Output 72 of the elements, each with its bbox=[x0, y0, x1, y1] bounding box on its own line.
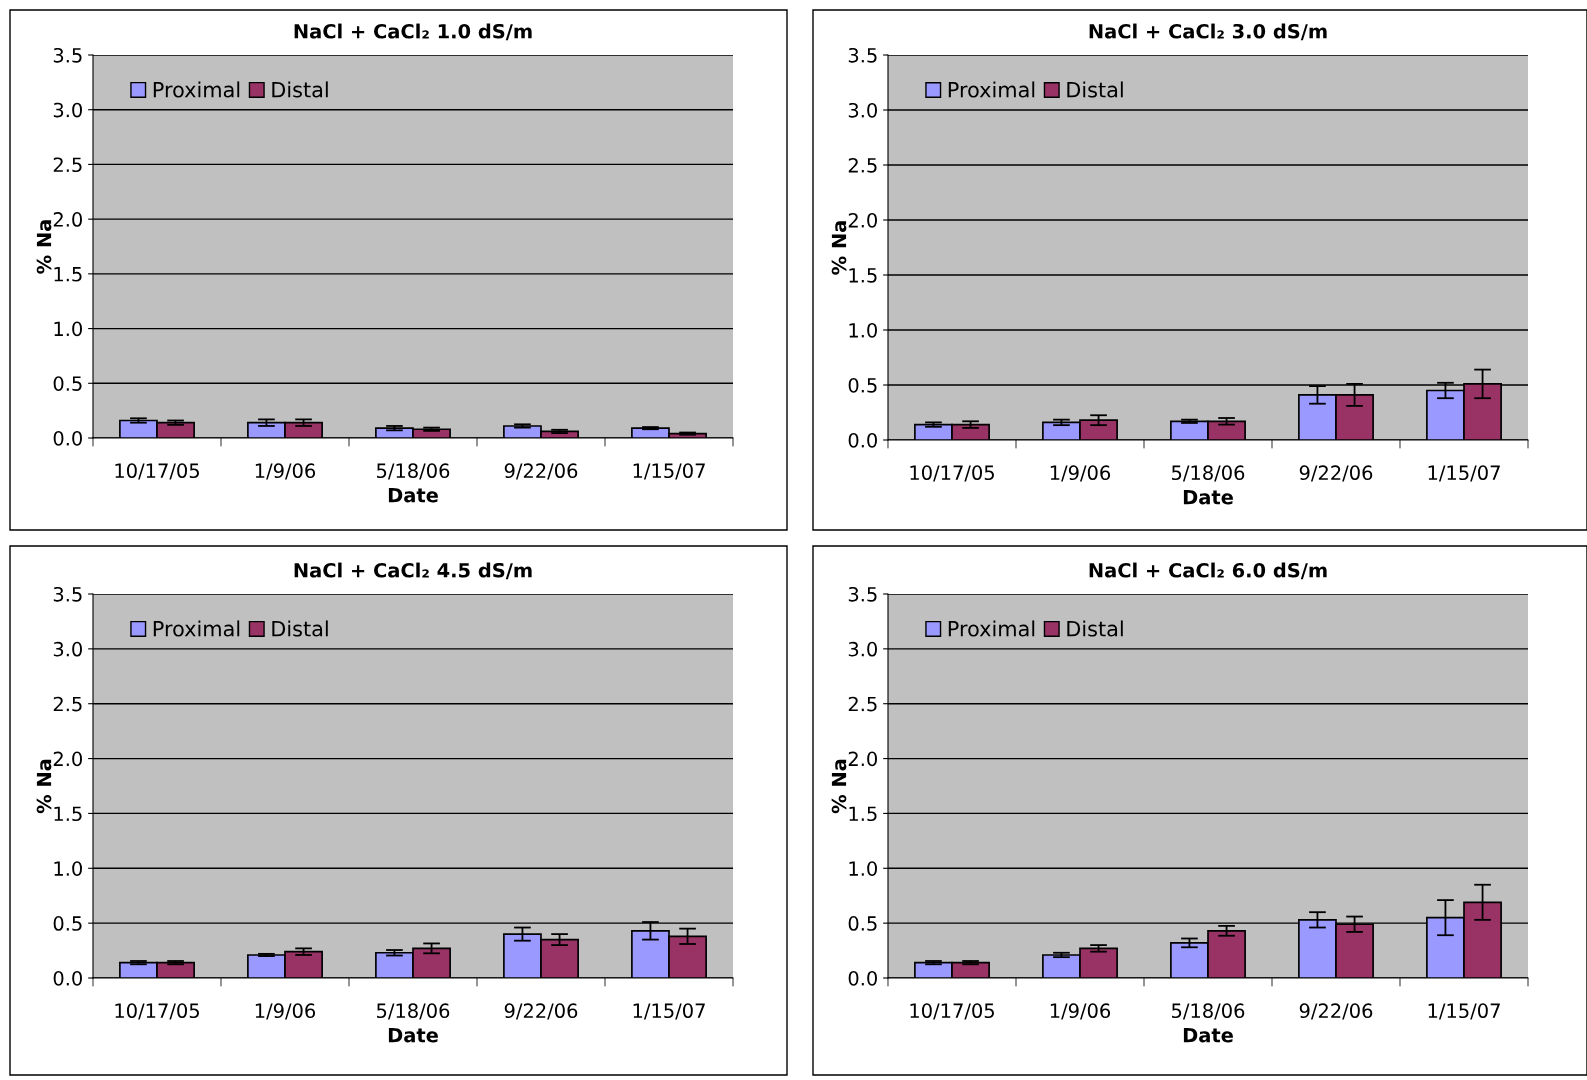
legend-label: Proximal bbox=[948, 81, 1035, 98]
chart-title: NaCl + CaCl₂ 6.0 dS/m bbox=[1089, 562, 1327, 580]
y-tick-label: 1.0 bbox=[849, 861, 877, 876]
chart-title: NaCl + CaCl₂ 1.0 dS/m bbox=[294, 23, 532, 41]
x-tick-label: 10/17/05 bbox=[910, 1003, 994, 1020]
x-axis-title: Date bbox=[1183, 1027, 1233, 1043]
legend-label: Proximal bbox=[948, 620, 1035, 637]
chart-title: NaCl + CaCl₂ 4.5 dS/m bbox=[294, 562, 532, 580]
x-tick-label: 1/9/06 bbox=[1050, 1003, 1111, 1020]
y-axis-title: % Na bbox=[831, 759, 847, 814]
y-tick-label: 1.0 bbox=[849, 322, 877, 338]
x-tick-label: 5/18/06 bbox=[1172, 465, 1245, 482]
y-tick-label: 1.5 bbox=[54, 267, 82, 282]
legend-label: Proximal bbox=[153, 81, 240, 98]
y-tick-label: 0.0 bbox=[848, 432, 877, 448]
y-tick-label: 1.5 bbox=[849, 268, 877, 283]
y-tick-label: 1.0 bbox=[54, 321, 82, 337]
legend-label: Proximal bbox=[153, 620, 240, 637]
x-tick-label: 1/9/06 bbox=[1050, 465, 1111, 482]
y-tick-label: 3.0 bbox=[53, 641, 82, 657]
y-tick-label: 2.5 bbox=[848, 696, 877, 712]
y-tick-label: 2.5 bbox=[848, 157, 877, 173]
x-tick-label: 10/17/05 bbox=[115, 1003, 199, 1020]
legend-label: Distal bbox=[272, 81, 328, 98]
y-tick-label: 2.0 bbox=[53, 212, 82, 227]
y-tick-label: 0.0 bbox=[53, 430, 82, 446]
x-tick-label: 10/17/05 bbox=[910, 465, 994, 482]
legend-label: Distal bbox=[1067, 81, 1123, 98]
x-tick-label: 1/15/07 bbox=[1428, 1003, 1500, 1020]
x-tick-label: 9/22/06 bbox=[504, 1003, 578, 1020]
y-tick-label: 2.0 bbox=[848, 212, 877, 228]
y-tick-label: 0.5 bbox=[848, 916, 877, 931]
x-tick-label: 5/18/06 bbox=[377, 1003, 450, 1020]
y-tick-label: 2.5 bbox=[53, 157, 82, 173]
legend-label: Distal bbox=[272, 620, 328, 637]
y-axis-title: % Na bbox=[36, 220, 52, 274]
y-tick-label: 2.5 bbox=[53, 696, 82, 712]
y-tick-label: 3.0 bbox=[53, 102, 82, 118]
x-tick-label: 1/15/07 bbox=[633, 1003, 705, 1020]
y-tick-label: 2.0 bbox=[848, 751, 877, 767]
x-tick-label: 5/18/06 bbox=[377, 463, 450, 480]
y-tick-label: 1.5 bbox=[54, 806, 82, 822]
y-tick-label: 3.0 bbox=[848, 102, 877, 118]
y-tick-label: 3.5 bbox=[848, 47, 877, 63]
x-axis-title: Date bbox=[1183, 489, 1233, 505]
x-tick-label: 1/9/06 bbox=[255, 463, 316, 480]
x-tick-label: 9/22/06 bbox=[504, 463, 578, 480]
y-tick-label: 3.0 bbox=[848, 641, 877, 657]
x-tick-label: 5/18/06 bbox=[1172, 1003, 1245, 1020]
x-tick-label: 9/22/06 bbox=[1299, 465, 1373, 482]
y-tick-label: 3.5 bbox=[848, 586, 877, 602]
x-tick-label: 1/15/07 bbox=[1428, 465, 1500, 482]
y-tick-label: 1.5 bbox=[849, 806, 877, 822]
y-tick-label: 3.5 bbox=[53, 47, 82, 63]
chart-title: NaCl + CaCl₂ 3.0 dS/m bbox=[1089, 23, 1327, 41]
x-tick-label: 1/9/06 bbox=[255, 1003, 316, 1020]
y-tick-label: 1.0 bbox=[54, 861, 82, 876]
y-tick-label: 0.5 bbox=[53, 376, 82, 391]
y-tick-label: 0.0 bbox=[848, 970, 877, 986]
y-tick-label: 0.5 bbox=[848, 377, 877, 393]
x-axis-title: Date bbox=[388, 1027, 438, 1043]
y-tick-label: 3.5 bbox=[53, 586, 82, 602]
x-tick-label: 1/15/07 bbox=[633, 463, 705, 480]
x-axis-title: Date bbox=[388, 487, 438, 503]
legend-label: Distal bbox=[1067, 620, 1123, 637]
x-tick-label: 10/17/05 bbox=[115, 463, 199, 480]
y-tick-label: 0.5 bbox=[53, 916, 82, 931]
y-axis-title: % Na bbox=[36, 759, 52, 814]
y-axis-title: % Na bbox=[831, 221, 847, 275]
y-tick-label: 2.0 bbox=[53, 751, 82, 767]
x-tick-label: 9/22/06 bbox=[1299, 1003, 1373, 1020]
y-tick-label: 0.0 bbox=[53, 970, 82, 986]
